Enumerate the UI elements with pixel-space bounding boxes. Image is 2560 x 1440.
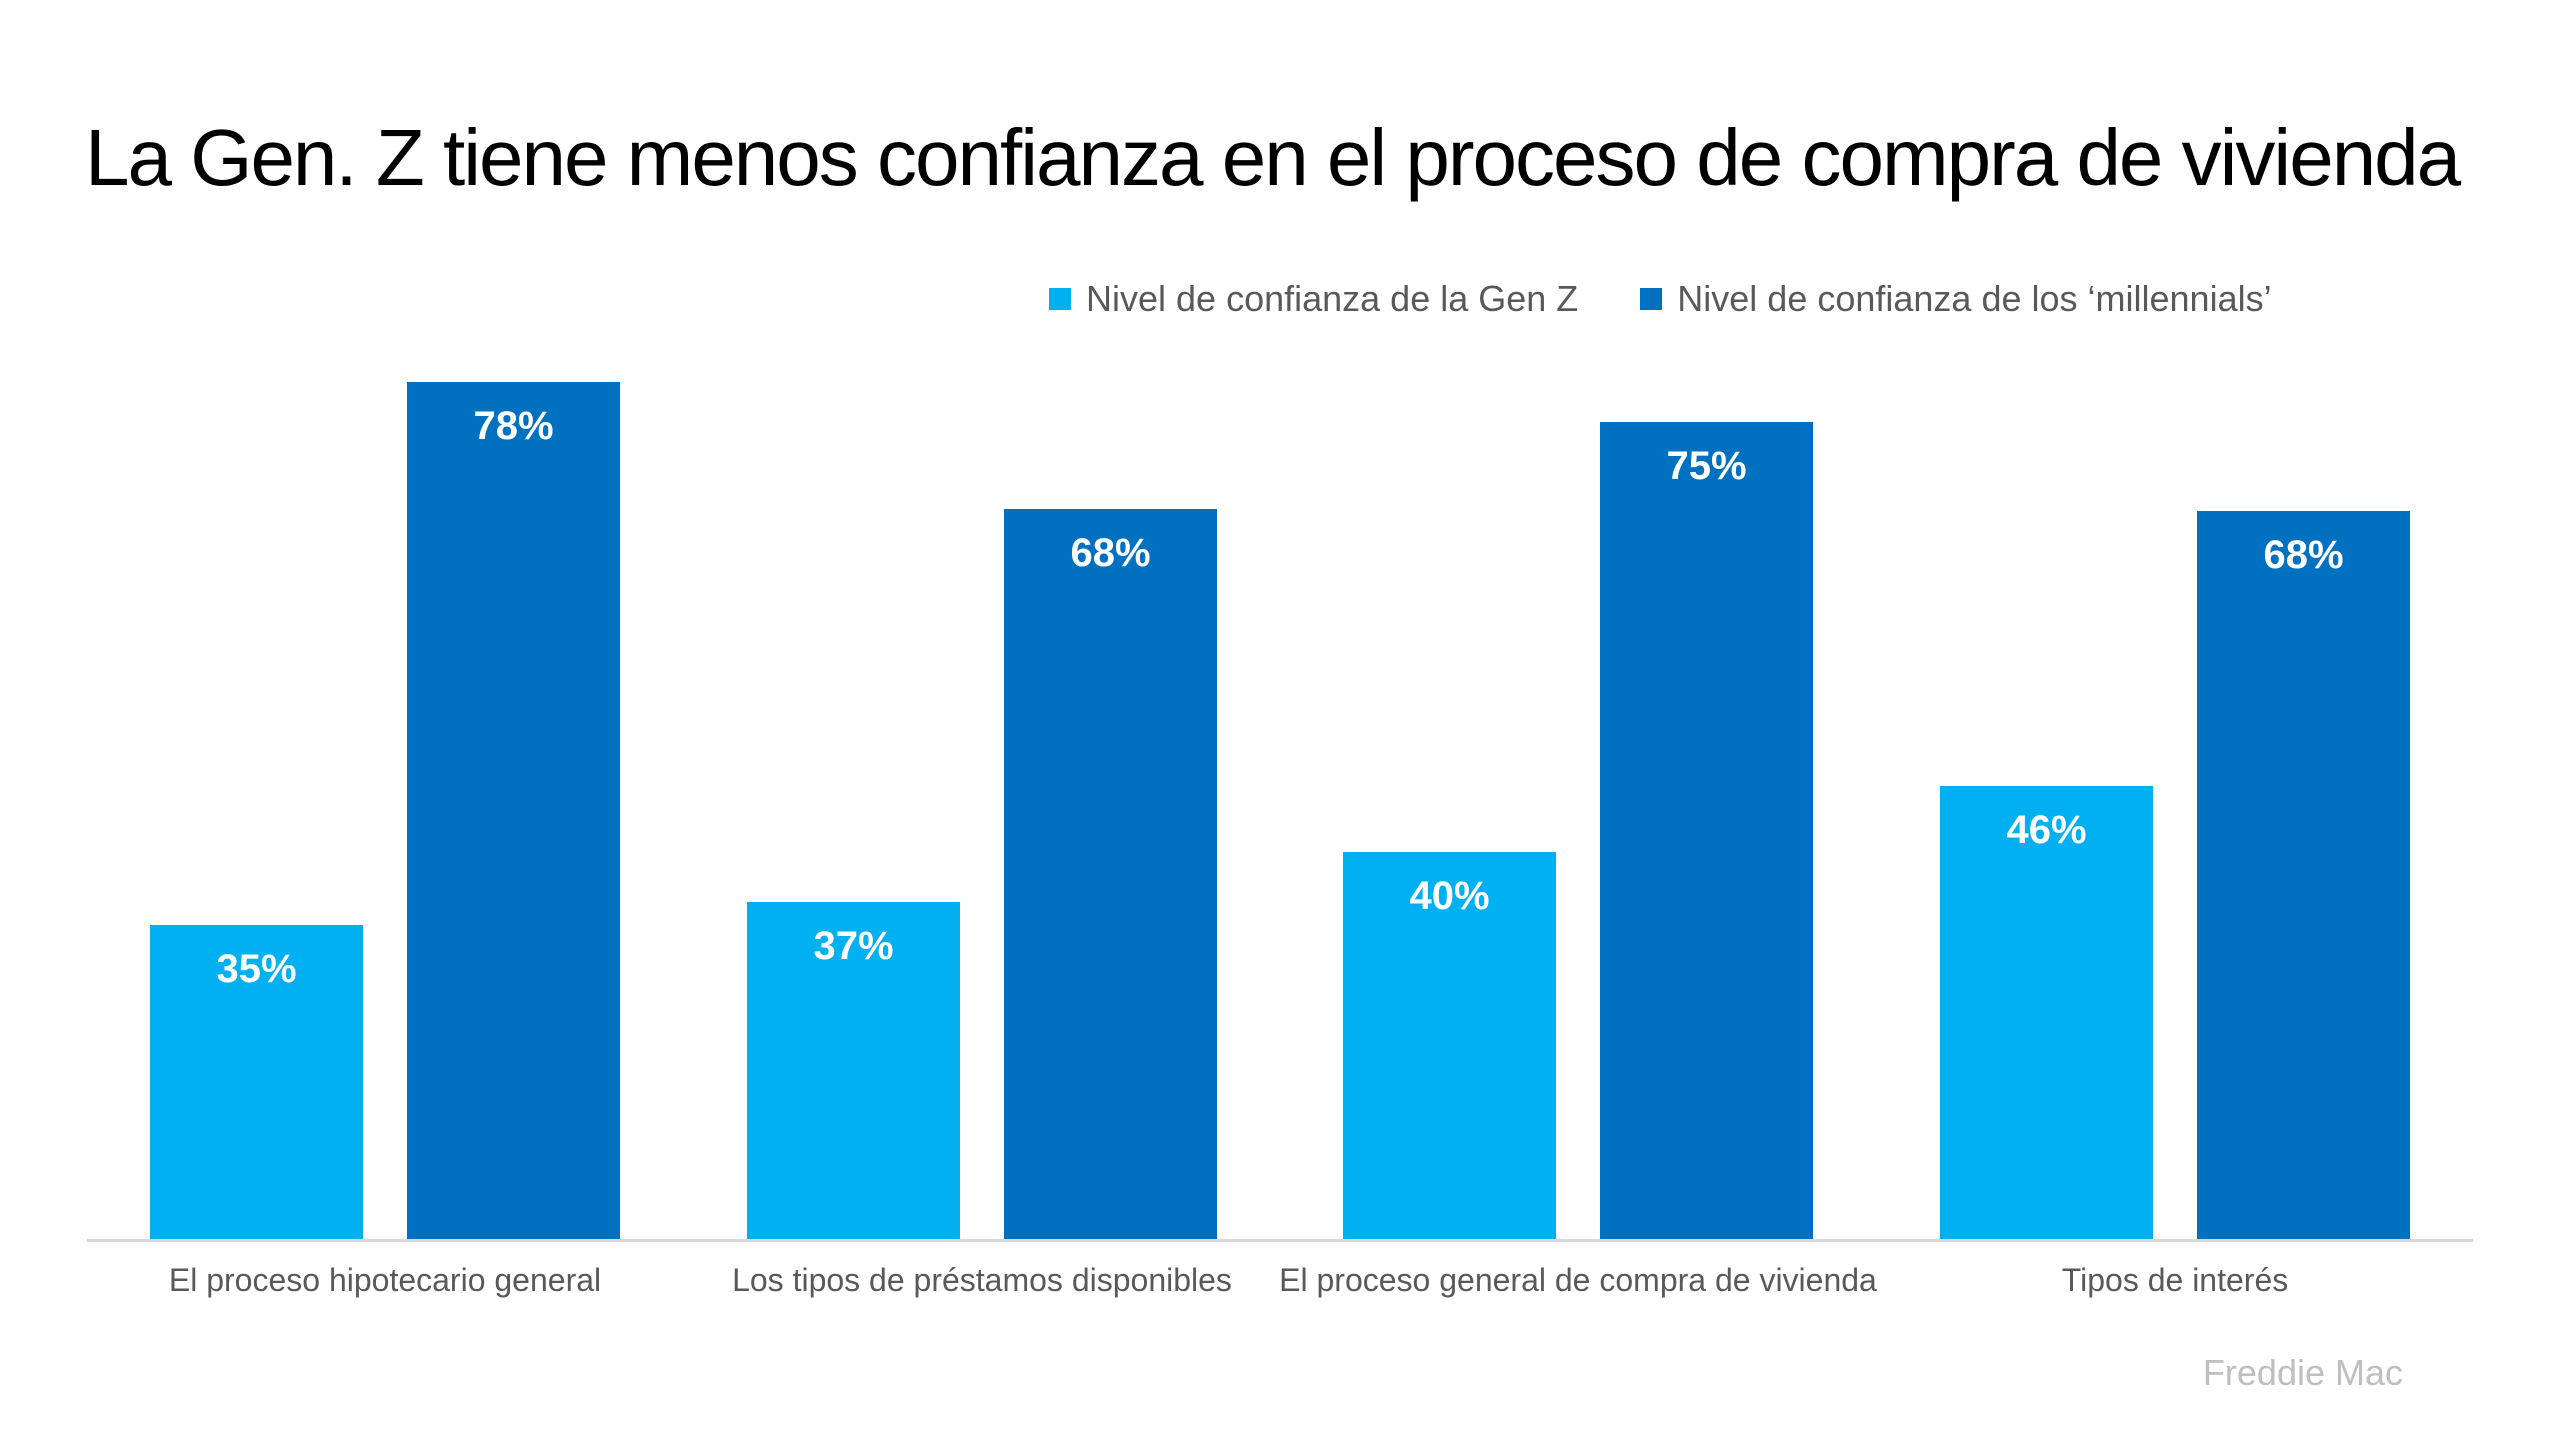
- bar-millennials-2: 75%: [1600, 422, 1813, 1239]
- category-label-2: El proceso general de compra de vivienda: [1279, 1262, 1877, 1298]
- legend-item-millennials: Nivel de confianza de los ‘millennials’: [1640, 278, 2272, 320]
- source-label: Freddie Mac: [2202, 1352, 2403, 1393]
- bar-millennials-3: 68%: [2197, 511, 2410, 1239]
- bar-millennials-1: 68%: [1004, 509, 1217, 1239]
- legend: Nivel de confianza de la Gen Z Nivel de …: [1049, 278, 2272, 320]
- bar-millennials-0: 78%: [407, 382, 620, 1239]
- bar-genz-1: 37%: [747, 902, 960, 1239]
- category-label-0: El proceso hipotecario general: [168, 1262, 602, 1298]
- bar-value-label: 40%: [1409, 874, 1490, 918]
- bar-value-label: 75%: [1666, 444, 1747, 488]
- bar-value-label: 35%: [216, 947, 297, 991]
- legend-item-genz: Nivel de confianza de la Gen Z: [1049, 278, 1578, 320]
- bar-value-label: 68%: [1070, 531, 1151, 575]
- legend-label-millennials: Nivel de confianza de los ‘millennials’: [1677, 278, 2272, 319]
- bar-value-label: 68%: [2263, 533, 2344, 577]
- bar-value-label: 37%: [813, 924, 894, 968]
- bar-value-label: 46%: [2006, 808, 2087, 852]
- bar-genz-3: 46%: [1940, 786, 2153, 1239]
- category-label-3: Tipos de interés: [2061, 1262, 2289, 1298]
- legend-swatch-millennials-icon: [1640, 288, 1663, 310]
- bar-genz-0: 35%: [150, 925, 363, 1239]
- bar-genz-2: 40%: [1343, 852, 1556, 1239]
- chart-title: La Gen. Z tiene menos confianza en el pr…: [85, 113, 2461, 202]
- category-label-1: Los tipos de préstamos disponibles: [732, 1262, 1232, 1298]
- legend-swatch-genz-icon: [1049, 288, 1071, 310]
- x-axis-line: [87, 1239, 2473, 1242]
- legend-label-genz: Nivel de confianza de la Gen Z: [1086, 278, 1579, 319]
- bar-value-label: 78%: [473, 404, 554, 448]
